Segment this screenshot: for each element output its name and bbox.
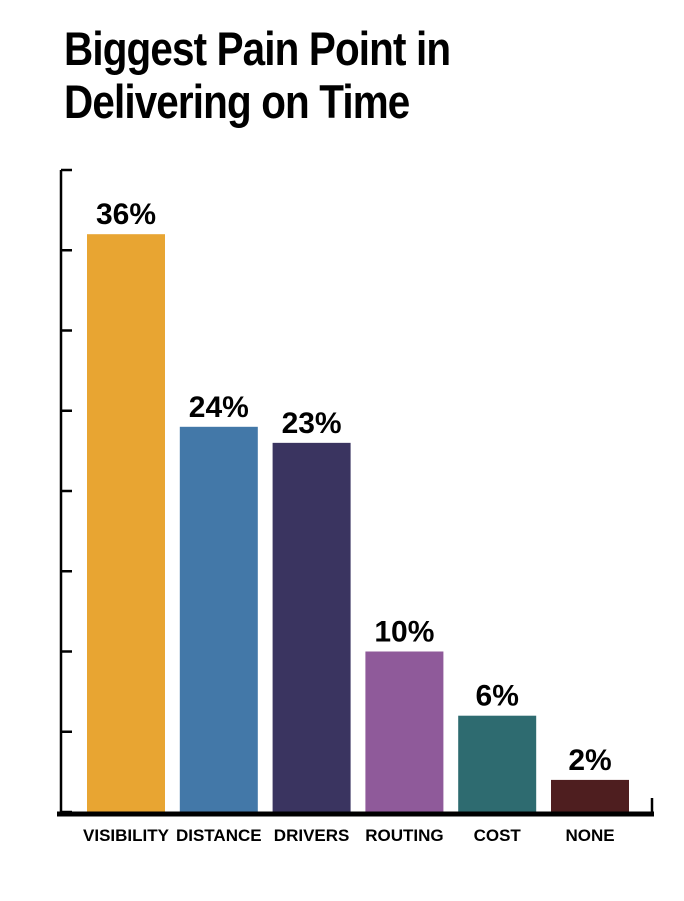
value-labels: 36% 24% 23% 10% 6% 2% bbox=[96, 198, 612, 777]
category-label-visibility: VISIBILITY bbox=[83, 826, 170, 845]
bars bbox=[87, 234, 629, 812]
bar-drivers bbox=[272, 442, 351, 812]
category-labels: VISIBILITY DISTANCE DRIVERS ROUTING COST NONE bbox=[83, 826, 615, 845]
y-axis bbox=[59, 168, 72, 814]
bar-routing bbox=[365, 651, 444, 812]
bar-none bbox=[551, 779, 629, 812]
category-label-drivers: DRIVERS bbox=[274, 826, 350, 845]
category-label-routing: ROUTING bbox=[365, 826, 443, 845]
category-label-none: NONE bbox=[565, 826, 614, 845]
bar-cost bbox=[458, 715, 537, 812]
x-axis bbox=[57, 798, 654, 817]
bar-visibility bbox=[87, 234, 165, 812]
bar-distance bbox=[179, 426, 258, 812]
value-label-drivers: 23% bbox=[282, 407, 342, 440]
chart-title-line-1: Biggest Pain Point in bbox=[64, 22, 451, 75]
value-label-none: 2% bbox=[568, 744, 611, 777]
value-label-distance: 24% bbox=[189, 391, 249, 424]
value-label-visibility: 36% bbox=[96, 198, 156, 231]
value-label-routing: 10% bbox=[374, 616, 434, 649]
category-label-cost: COST bbox=[474, 826, 522, 845]
chart-title-line-2: Delivering on Time bbox=[64, 75, 410, 128]
chart-title: Biggest Pain Point in Delivering on Time bbox=[64, 22, 580, 128]
value-label-cost: 6% bbox=[476, 680, 519, 713]
category-label-distance: DISTANCE bbox=[176, 826, 262, 845]
